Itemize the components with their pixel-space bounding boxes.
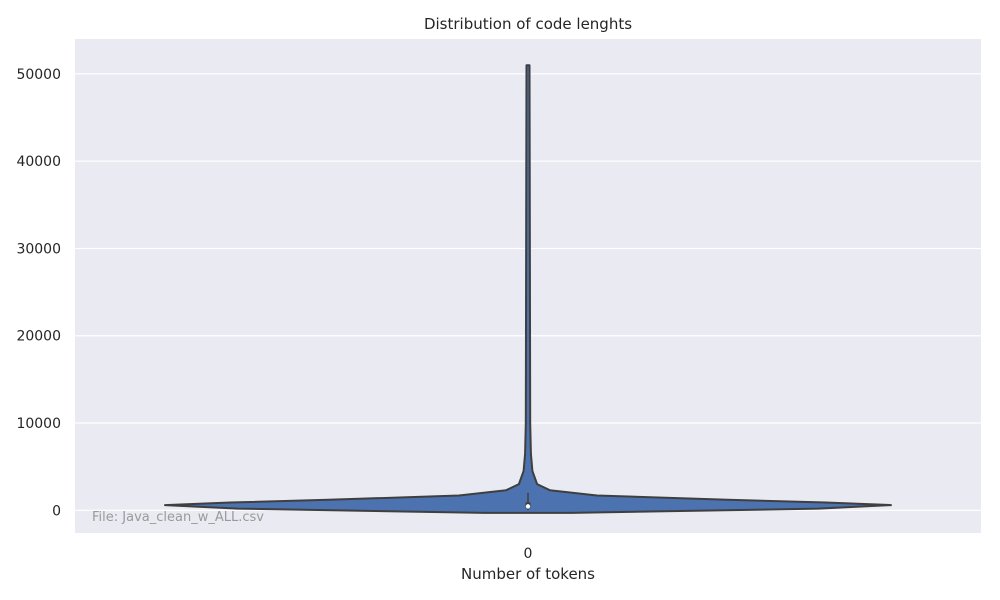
violin-body bbox=[164, 64, 892, 514]
file-annotation: File: Java_clean_w_ALL.csv bbox=[92, 510, 264, 525]
y-tick-label: 30000 bbox=[16, 241, 61, 257]
x-axis-title: Number of tokens bbox=[461, 565, 595, 583]
y-tick-label: 40000 bbox=[16, 154, 61, 170]
y-axis-ticks: 0 10000 20000 30000 40000 50000 bbox=[16, 67, 61, 519]
x-tick-label: 0 bbox=[524, 546, 533, 562]
y-tick-label: 0 bbox=[52, 503, 61, 519]
violin-group bbox=[164, 64, 892, 514]
y-tick-label: 50000 bbox=[16, 67, 61, 83]
y-tick-label: 20000 bbox=[16, 329, 61, 345]
y-tick-label: 10000 bbox=[16, 416, 61, 432]
box-median bbox=[525, 504, 531, 509]
chart-title: Distribution of code lenghts bbox=[424, 15, 632, 33]
